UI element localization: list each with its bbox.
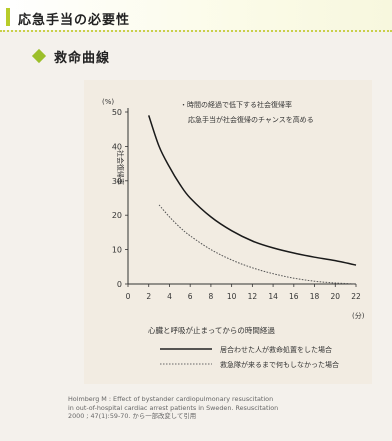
x-axis-label: 心臓と呼吸が止まってからの時間経過 <box>148 325 275 335</box>
series-line-1 <box>147 115 357 266</box>
x-unit-label: (分) <box>352 311 365 320</box>
x-tick-label: 14 <box>268 292 278 301</box>
x-tick-label: 18 <box>310 292 320 301</box>
x-tick-label: 16 <box>289 292 299 301</box>
citation-line-1: Holmberg M : Effect of bystander cardiop… <box>68 395 274 403</box>
legend-dotted-label: 救急隊が来るまで何もしなかった場合 <box>220 360 339 369</box>
citation-line-3: 2000 ; 47(1):59-70. から一部改変して引用 <box>68 412 197 420</box>
x-tick-label: 20 <box>330 292 340 301</box>
y-tick-label: 50 <box>112 108 122 117</box>
y-unit-label: (%) <box>102 98 114 106</box>
header-accent <box>6 8 10 26</box>
header-bar: 応急手当の必要性 <box>0 0 392 30</box>
header-divider <box>0 30 392 32</box>
y-tick-label: 10 <box>112 246 122 255</box>
series-line-2 <box>158 204 357 285</box>
annotation-2: 応急手当が社会復帰のチャンスを高める <box>188 115 314 124</box>
y-tick-label: 20 <box>112 211 122 220</box>
x-tick-label: 8 <box>209 292 214 301</box>
x-tick-label: 4 <box>167 292 172 301</box>
y-tick-label: 30 <box>112 177 122 186</box>
x-tick-label: 10 <box>227 292 237 301</box>
legend-solid-label: 居合わせた人が救命処置をした場合 <box>220 345 332 354</box>
y-tick-label: 0 <box>117 280 122 289</box>
page-title: 応急手当の必要性 <box>18 13 131 28</box>
y-axis-label: 社会復帰率 <box>116 150 125 185</box>
x-tick-label: 6 <box>188 292 193 301</box>
x-tick-label: 2 <box>146 292 151 301</box>
x-tick-label: 12 <box>248 292 258 301</box>
citation-line-2: in out-of-hospital cardiac arrest patien… <box>68 403 279 412</box>
y-tick-label: 40 <box>112 142 122 151</box>
x-tick-label: 0 <box>126 292 131 301</box>
section-title: 救命曲線 <box>54 51 111 66</box>
x-tick-label: 22 <box>351 292 361 301</box>
annotation-1: ・時間の経過で低下する社会復帰率 <box>180 100 292 109</box>
chart-panel <box>84 80 372 384</box>
citation: Holmberg M : Effect of bystander cardiop… <box>68 395 386 421</box>
